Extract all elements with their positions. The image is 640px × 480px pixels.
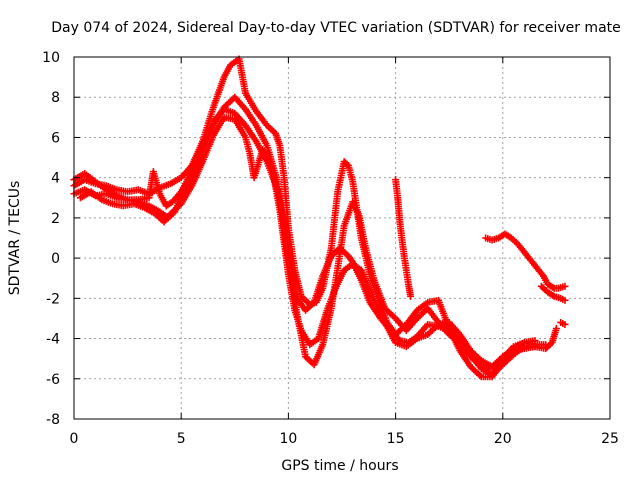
y-tick-label: -6 [46, 372, 60, 388]
y-axis-label: SDTVAR / TECUs [7, 181, 23, 296]
series-track-f [482, 230, 569, 292]
x-tick-label: 20 [494, 431, 512, 447]
x-tick-label: 5 [177, 431, 186, 447]
data-point [552, 325, 560, 332]
series-track-e [392, 176, 415, 300]
data-point [542, 341, 550, 349]
chart-title: Day 074 of 2024, Sidereal Day-to-day VTE… [51, 20, 621, 36]
x-tick-labels: 0 5 10 15 20 25 [70, 431, 619, 447]
y-tick-label: -8 [46, 412, 60, 428]
y-tick-label: 4 [51, 171, 60, 187]
y-tick-label: 10 [42, 50, 60, 66]
y-tick-label: -2 [46, 291, 60, 307]
data-point [476, 371, 484, 379]
y-tick-label: -4 [46, 332, 60, 348]
data-point [531, 337, 539, 345]
grid-lines [74, 57, 610, 419]
x-tick-label: 15 [387, 431, 405, 447]
data-point [561, 282, 569, 290]
series-track-d [76, 113, 539, 371]
data-points [70, 55, 569, 381]
y-tick-labels: -8 -6 -4 -2 0 2 4 6 8 10 [42, 50, 60, 428]
plot-frame [73, 56, 611, 420]
axis-ticks [73, 56, 611, 420]
series-track-g [537, 282, 569, 304]
y-tick-label: 8 [51, 90, 60, 106]
x-axis-label: GPS time / hours [281, 458, 398, 474]
y-tick-label: 2 [51, 211, 60, 227]
data-point [407, 292, 415, 300]
y-tick-label: 6 [51, 130, 60, 146]
series-track-h [557, 318, 569, 328]
data-point [531, 343, 539, 351]
x-tick-label: 0 [70, 431, 79, 447]
data-point [561, 296, 569, 304]
data-point [343, 160, 351, 168]
data-point [561, 320, 569, 328]
data-point [433, 322, 441, 330]
x-tick-label: 10 [279, 431, 297, 447]
y-tick-label: 0 [51, 251, 60, 267]
x-tick-label: 25 [601, 431, 619, 447]
